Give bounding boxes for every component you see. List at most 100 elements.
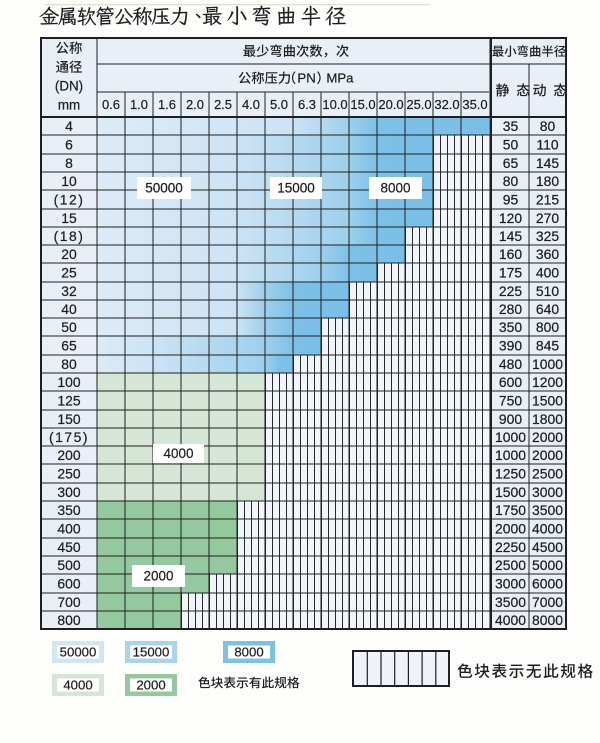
svg-text:1000: 1000 [532, 356, 563, 372]
svg-text:400: 400 [536, 264, 559, 280]
svg-text:8000: 8000 [234, 645, 263, 660]
svg-text:2500: 2500 [495, 557, 526, 573]
svg-text:300: 300 [57, 484, 80, 500]
svg-text:65: 65 [503, 155, 519, 171]
svg-text:4.0: 4.0 [242, 97, 260, 112]
svg-text:4500: 4500 [532, 539, 563, 555]
svg-text:50000: 50000 [145, 181, 183, 196]
svg-text:15000: 15000 [277, 181, 315, 196]
svg-text:800: 800 [536, 319, 559, 335]
svg-text:50: 50 [61, 319, 77, 335]
svg-text:2.5: 2.5 [214, 97, 232, 112]
svg-text:8000: 8000 [380, 181, 410, 196]
svg-text:20.0: 20.0 [378, 97, 403, 112]
svg-text:450: 450 [57, 539, 80, 555]
svg-text:110: 110 [536, 136, 558, 152]
svg-text:(18): (18) [54, 228, 85, 244]
svg-text:640: 640 [536, 301, 559, 317]
svg-text:3000: 3000 [495, 575, 526, 591]
svg-text:15: 15 [61, 210, 77, 226]
svg-text:5.0: 5.0 [270, 97, 288, 112]
svg-text:1500: 1500 [495, 484, 526, 500]
svg-text:2000: 2000 [532, 429, 563, 445]
svg-text:8000: 8000 [532, 612, 563, 628]
svg-text:1000: 1000 [495, 447, 526, 463]
svg-text:mm: mm [58, 98, 80, 113]
svg-text:10: 10 [61, 173, 77, 189]
svg-text:4000: 4000 [495, 612, 526, 628]
svg-text:150: 150 [57, 411, 80, 427]
svg-text:40: 40 [61, 301, 77, 317]
svg-text:(175): (175) [49, 429, 89, 445]
svg-text:750: 750 [499, 392, 522, 408]
svg-text:200: 200 [57, 447, 80, 463]
svg-text:4000: 4000 [163, 446, 193, 461]
svg-text:700: 700 [57, 594, 80, 610]
svg-text:325: 325 [536, 228, 559, 244]
svg-text:400: 400 [57, 520, 80, 536]
svg-text:900: 900 [499, 411, 522, 427]
svg-text:65: 65 [61, 337, 77, 353]
svg-text:175: 175 [499, 264, 522, 280]
svg-text:600: 600 [57, 575, 80, 591]
svg-text:PN: PN [297, 71, 315, 86]
svg-text:4000: 4000 [532, 520, 563, 536]
svg-text:50: 50 [503, 136, 519, 152]
svg-text:3000: 3000 [532, 484, 563, 500]
svg-text:800: 800 [57, 612, 80, 628]
svg-text:1000: 1000 [495, 429, 526, 445]
svg-text:5000: 5000 [532, 557, 563, 573]
svg-text:8: 8 [65, 155, 73, 171]
svg-text:3500: 3500 [495, 594, 526, 610]
svg-text:2000: 2000 [532, 447, 563, 463]
svg-text:270: 270 [536, 210, 559, 226]
svg-text:32.0: 32.0 [434, 97, 459, 112]
svg-text:250: 250 [57, 465, 80, 481]
svg-text:360: 360 [536, 246, 559, 262]
svg-text:2000: 2000 [143, 569, 173, 584]
svg-text:1.0: 1.0 [130, 97, 148, 112]
svg-text:20: 20 [61, 246, 77, 262]
svg-text:80: 80 [540, 118, 556, 134]
svg-text:1200: 1200 [532, 374, 563, 390]
svg-text:350: 350 [499, 319, 522, 335]
svg-text:2500: 2500 [532, 465, 563, 481]
svg-text:145: 145 [499, 228, 522, 244]
svg-text:10.0: 10.0 [322, 97, 347, 112]
svg-text:25.0: 25.0 [406, 97, 431, 112]
svg-text:480: 480 [499, 356, 522, 372]
svg-text:4000: 4000 [63, 678, 92, 693]
svg-text:3500: 3500 [532, 502, 563, 518]
svg-text:15000: 15000 [133, 645, 170, 660]
svg-text:6: 6 [65, 136, 73, 152]
svg-text:215: 215 [536, 191, 559, 207]
svg-text:1250: 1250 [495, 465, 526, 481]
svg-text:1500: 1500 [532, 392, 563, 408]
svg-text:2250: 2250 [495, 539, 526, 555]
svg-text:95: 95 [503, 191, 519, 207]
svg-text:0.6: 0.6 [102, 97, 120, 112]
svg-text:845: 845 [536, 337, 559, 353]
svg-text:500: 500 [57, 557, 80, 573]
svg-text:1800: 1800 [532, 411, 563, 427]
svg-text:25: 25 [61, 264, 77, 280]
svg-text:35.0: 35.0 [462, 97, 487, 112]
svg-text:MPa: MPa [326, 71, 354, 86]
svg-text:180: 180 [536, 173, 559, 189]
svg-text:280: 280 [499, 301, 522, 317]
svg-text:35: 35 [503, 118, 519, 134]
svg-text:32: 32 [61, 283, 77, 299]
svg-text:2.0: 2.0 [186, 97, 204, 112]
svg-text:15.0: 15.0 [350, 97, 375, 112]
svg-text:600: 600 [499, 374, 522, 390]
svg-text:(DN): (DN) [55, 79, 83, 94]
svg-text:1750: 1750 [495, 502, 526, 518]
svg-text:(12): (12) [54, 191, 85, 207]
svg-text:6.3: 6.3 [298, 97, 316, 112]
svg-text:160: 160 [499, 246, 522, 262]
svg-text:4: 4 [65, 118, 73, 134]
svg-text:6000: 6000 [532, 575, 563, 591]
svg-text:50000: 50000 [60, 645, 97, 660]
svg-text:145: 145 [536, 155, 559, 171]
svg-text:390: 390 [499, 337, 522, 353]
